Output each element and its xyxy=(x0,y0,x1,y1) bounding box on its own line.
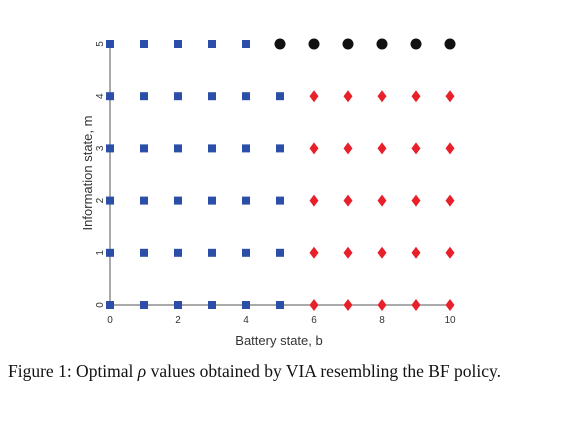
square-point xyxy=(106,196,114,205)
diamond-point xyxy=(343,194,353,207)
square-point xyxy=(140,40,148,48)
y-tick-label: 3 xyxy=(95,145,106,151)
diamond-point xyxy=(445,246,455,259)
x-tick-label: 2 xyxy=(175,315,181,326)
caption-prefix: Figure 1: Optimal xyxy=(8,361,138,381)
y-tick-label: 5 xyxy=(95,41,106,47)
axes: 0 2 4 6 8 10 0 1 2 3 4 5 xyxy=(95,41,456,326)
square-point xyxy=(276,144,284,153)
diamond-point xyxy=(343,246,353,259)
circle-point xyxy=(376,38,388,50)
diamond-point xyxy=(377,194,387,207)
diamond-point xyxy=(377,299,387,311)
diamond-point xyxy=(411,299,421,311)
square-point xyxy=(276,196,284,205)
square-point xyxy=(140,196,148,205)
circle-point xyxy=(274,38,286,50)
x-tick-label: 0 xyxy=(107,315,113,326)
square-point xyxy=(174,248,182,257)
square-point xyxy=(208,40,216,48)
diamond-point xyxy=(411,194,421,207)
data-marks xyxy=(106,38,456,311)
square-point xyxy=(242,301,250,309)
square-point xyxy=(106,248,114,257)
square-point xyxy=(276,301,284,309)
square-point xyxy=(140,144,148,153)
y-tick-label: 1 xyxy=(95,250,106,256)
diamond-point xyxy=(445,299,455,311)
square-point xyxy=(106,144,114,153)
square-point xyxy=(242,196,250,205)
diamond-point xyxy=(411,142,421,155)
square-point xyxy=(208,248,216,257)
diamond-point xyxy=(309,299,319,311)
diamond-point xyxy=(309,90,319,103)
y-tick-label: 0 xyxy=(95,302,106,308)
caption-suffix: values obtained by VIA resembling the BF… xyxy=(146,361,501,381)
diamond-point xyxy=(445,90,455,103)
square-point xyxy=(140,301,148,309)
square-point xyxy=(208,144,216,153)
square-point xyxy=(242,248,250,257)
diamond-point xyxy=(377,142,387,155)
circle-point xyxy=(444,38,456,50)
square-point xyxy=(208,301,216,309)
diamond-point xyxy=(411,246,421,259)
caption-symbol: ρ xyxy=(137,361,147,381)
diamond-point xyxy=(309,194,319,207)
diamond-point xyxy=(377,90,387,103)
square-point xyxy=(140,248,148,257)
square-point xyxy=(174,301,182,309)
square-point xyxy=(242,144,250,153)
square-point xyxy=(106,40,114,48)
diamond-point xyxy=(343,299,353,311)
square-point xyxy=(174,40,182,48)
x-tick-label: 10 xyxy=(444,315,456,326)
square-point xyxy=(106,92,114,101)
x-tick-label: 8 xyxy=(379,315,385,326)
y-tick-label: 2 xyxy=(95,197,106,203)
square-point xyxy=(242,40,250,48)
square-point xyxy=(242,92,250,101)
x-tick-label: 4 xyxy=(243,315,249,326)
figure-caption: Figure 1: Optimal ρ values obtained by V… xyxy=(8,360,553,382)
circle-point xyxy=(410,38,422,50)
x-axis-label: Battery state, b xyxy=(235,333,322,348)
square-point xyxy=(276,248,284,257)
square-point xyxy=(208,92,216,101)
square-point xyxy=(174,92,182,101)
x-tick-label: 6 xyxy=(311,315,317,326)
circle-point xyxy=(342,38,354,50)
square-point xyxy=(276,92,284,101)
y-tick-label: 4 xyxy=(95,93,106,99)
diamond-point xyxy=(445,142,455,155)
diamond-point xyxy=(377,246,387,259)
diamond-point xyxy=(309,142,319,155)
square-point xyxy=(208,196,216,205)
scatter-chart: 0 2 4 6 8 10 0 1 2 3 4 5 Battery state, b Informati… xyxy=(80,38,456,348)
square-point xyxy=(174,196,182,205)
diamond-point xyxy=(309,246,319,259)
square-point xyxy=(140,92,148,101)
diamond-point xyxy=(411,90,421,103)
diamond-point xyxy=(445,194,455,207)
square-point xyxy=(106,301,114,309)
diamond-point xyxy=(343,142,353,155)
y-axis-label: Information state, m xyxy=(80,116,95,231)
circle-point xyxy=(308,38,320,50)
diamond-point xyxy=(343,90,353,103)
square-point xyxy=(174,144,182,153)
